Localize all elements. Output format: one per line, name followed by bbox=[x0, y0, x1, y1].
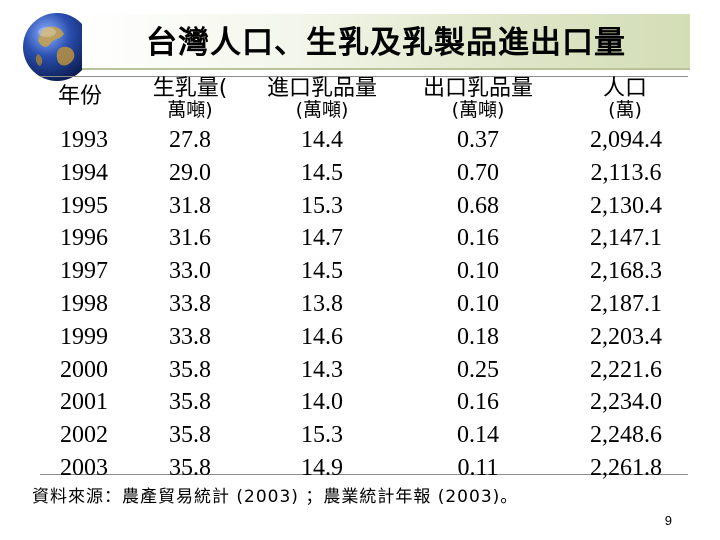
table-cell: 2,203.4 bbox=[590, 323, 662, 350]
table-cell: 2002 bbox=[60, 422, 108, 449]
table-cell: 1993 bbox=[60, 127, 108, 153]
table-cell: 0.70 bbox=[457, 159, 499, 186]
header-export: 出口乳品量 (萬噸) bbox=[422, 76, 533, 121]
column-year: 1993 1994 1995 1996 1997 1998 1999 2000 … bbox=[40, 124, 128, 485]
table-cell: 33.8 bbox=[169, 290, 211, 317]
table-cell: 14.4 bbox=[301, 127, 343, 153]
table-cell: 0.14 bbox=[457, 422, 499, 449]
table-cell: 14.0 bbox=[301, 389, 343, 416]
table-cell: 33.8 bbox=[169, 323, 211, 350]
table-cell: 2003 bbox=[60, 454, 108, 481]
header-year: 年份 bbox=[57, 84, 102, 109]
bottom-rule bbox=[40, 474, 688, 475]
table-cell: 0.18 bbox=[457, 323, 499, 350]
table-cell: 35.8 bbox=[169, 356, 211, 383]
table-cell: 2,147.1 bbox=[590, 225, 662, 252]
table-cell: 14.5 bbox=[301, 258, 343, 285]
table-cell: 1994 bbox=[60, 159, 108, 186]
table-cell: 33.0 bbox=[169, 258, 211, 285]
header-population: 人口 (萬) bbox=[602, 76, 647, 121]
table-cell: 2,168.3 bbox=[590, 258, 662, 285]
table-cell: 2,094.4 bbox=[590, 127, 662, 153]
title-band bbox=[82, 14, 690, 70]
table-cell: 0.68 bbox=[457, 192, 499, 219]
table-cell: 2,113.6 bbox=[590, 159, 662, 186]
column-raw-milk: 27.8 29.0 31.8 31.6 33.0 33.8 33.8 35.8 … bbox=[145, 124, 235, 485]
table-cell: 2,130.4 bbox=[590, 192, 662, 219]
header-import: 進口乳品量 (萬噸) bbox=[266, 76, 377, 121]
table-cell: 35.8 bbox=[169, 389, 211, 416]
column-population: 2,094.4 2,113.6 2,130.4 2,147.1 2,168.3 … bbox=[566, 124, 686, 485]
table-cell: 2,221.6 bbox=[590, 356, 662, 383]
table-cell: 0.16 bbox=[457, 225, 499, 252]
table-cell: 14.3 bbox=[301, 356, 343, 383]
header-raw-milk: 生乳量( 萬噸) bbox=[152, 76, 228, 121]
table-cell: 35.8 bbox=[169, 454, 211, 481]
table-cell: 2,248.6 bbox=[590, 422, 662, 449]
table-cell: 0.16 bbox=[457, 389, 499, 416]
table-cell: 1999 bbox=[60, 323, 108, 350]
table-cell: 1996 bbox=[60, 225, 108, 252]
page-title: 台灣人口、生乳及乳製品進出口量 bbox=[146, 25, 626, 61]
table-cell: 31.6 bbox=[169, 225, 211, 252]
table-cell: 0.11 bbox=[457, 454, 499, 481]
table-cell: 0.37 bbox=[457, 127, 499, 153]
table-cell: 2,187.1 bbox=[590, 290, 662, 317]
table-cell: 2,261.8 bbox=[590, 454, 662, 481]
table-cell: 2001 bbox=[60, 389, 108, 416]
table-cell: 2000 bbox=[60, 356, 108, 383]
table-cell: 29.0 bbox=[169, 159, 211, 186]
table-cell: 14.5 bbox=[301, 159, 343, 186]
source-note: 資料來源：農產貿易統計 (2003) ；農業統計年報 (2003)。 bbox=[32, 487, 519, 507]
table-cell: 35.8 bbox=[169, 422, 211, 449]
table-cell: 0.25 bbox=[457, 356, 499, 383]
table-cell: 31.8 bbox=[169, 192, 211, 219]
table-cell: 15.3 bbox=[301, 192, 343, 219]
table-cell: 1997 bbox=[60, 258, 108, 285]
table-cell: 1995 bbox=[60, 192, 108, 219]
table-cell: 14.6 bbox=[301, 323, 343, 350]
globe-icon bbox=[23, 13, 91, 81]
top-rule bbox=[40, 76, 688, 77]
page-number: 9 bbox=[664, 513, 672, 528]
column-import: 14.4 14.5 15.3 14.7 14.5 13.8 14.6 14.3 … bbox=[272, 124, 372, 485]
table-cell: 0.10 bbox=[457, 290, 499, 317]
table-cell: 14.7 bbox=[301, 225, 343, 252]
table-cell: 13.8 bbox=[301, 290, 343, 317]
table-cell: 15.3 bbox=[301, 422, 343, 449]
table-cell: 2,234.0 bbox=[590, 389, 662, 416]
table-cell: 14.9 bbox=[301, 454, 343, 481]
table-cell: 0.10 bbox=[457, 258, 499, 285]
column-export: 0.37 0.70 0.68 0.16 0.10 0.10 0.18 0.25 … bbox=[428, 124, 528, 485]
table-cell: 1998 bbox=[60, 290, 108, 317]
table-cell: 27.8 bbox=[169, 127, 211, 153]
